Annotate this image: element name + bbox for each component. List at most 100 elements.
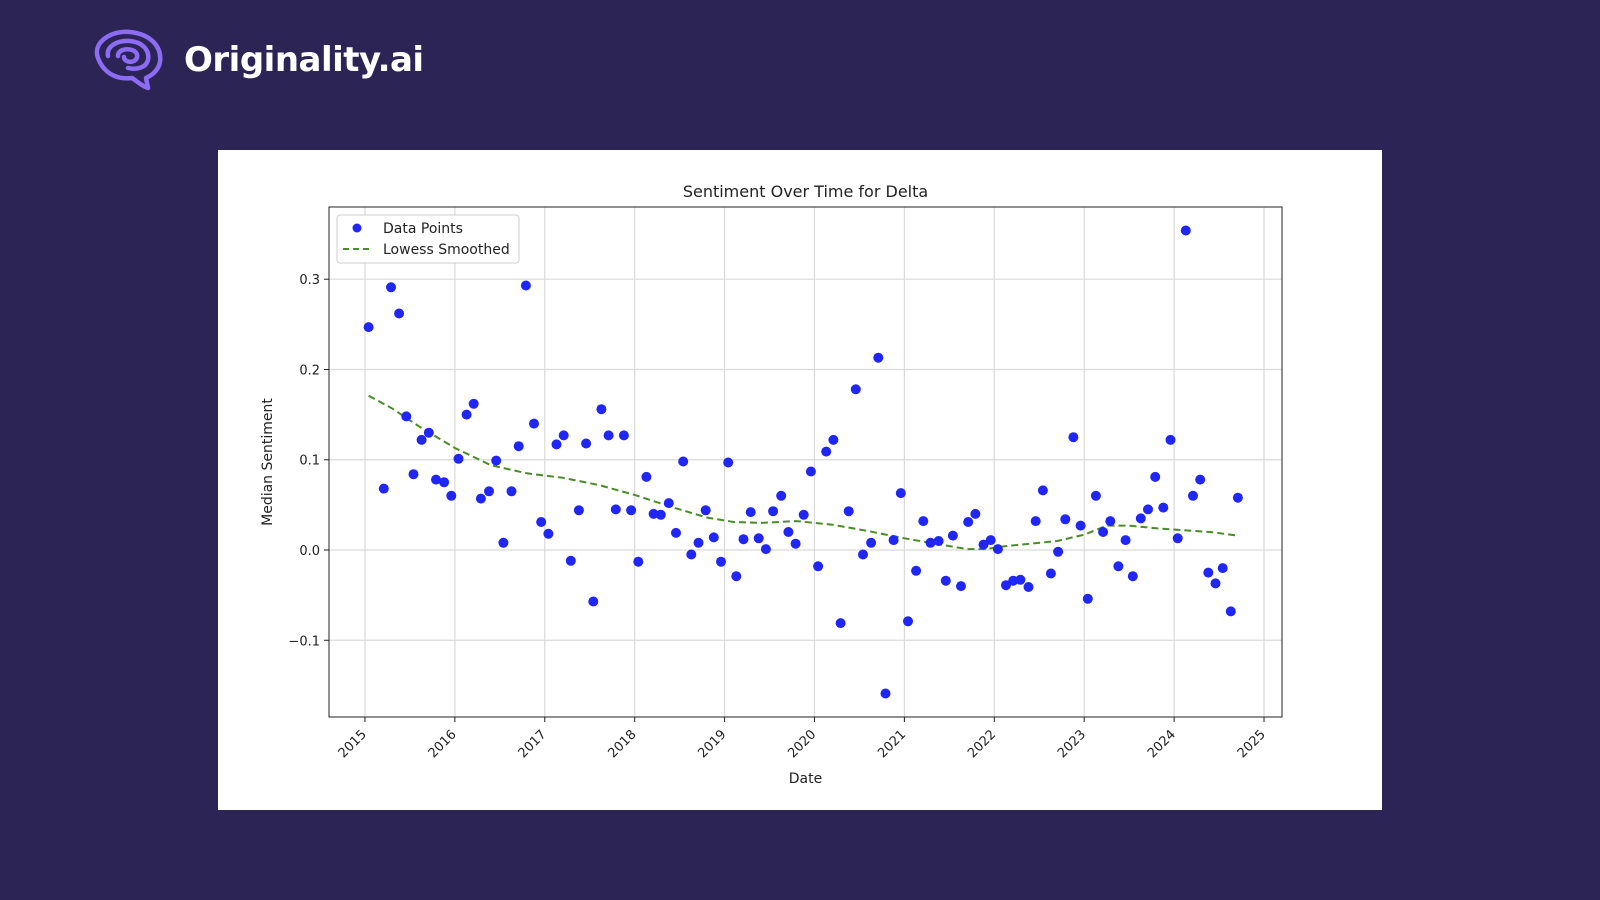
data-point (461, 409, 472, 420)
data-point (1045, 568, 1056, 579)
data-point (401, 411, 412, 422)
data-point (1090, 490, 1101, 501)
data-point (439, 477, 450, 488)
data-point (992, 544, 1003, 555)
data-point (970, 508, 981, 519)
data-point (1217, 563, 1228, 574)
data-point (513, 441, 524, 452)
data-point (745, 507, 756, 518)
data-point (828, 434, 839, 445)
brand-header: Originality.ai (90, 28, 424, 92)
y-tick-label: 0.0 (299, 544, 320, 559)
data-point (581, 438, 592, 449)
x-tick-label: 2019 (695, 727, 729, 761)
data-point (1172, 533, 1183, 544)
data-point (520, 280, 531, 291)
data-point (918, 516, 929, 527)
data-point (1210, 578, 1221, 589)
data-point (671, 527, 681, 538)
data-point (603, 430, 614, 441)
data-point (386, 282, 396, 293)
x-tick-label: 2021 (875, 727, 909, 761)
data-point (529, 418, 539, 429)
x-tick-label: 2023 (1055, 727, 1089, 761)
data-point (933, 536, 944, 546)
data-point (911, 565, 922, 576)
data-point (783, 527, 794, 537)
data-point (475, 493, 486, 504)
data-point (498, 537, 509, 548)
x-tick-label: 2018 (606, 727, 640, 761)
data-point (880, 688, 891, 699)
data-point (453, 453, 464, 464)
data-points-layer (363, 225, 1243, 699)
data-point (551, 439, 562, 450)
data-point (1015, 574, 1026, 585)
data-point (641, 471, 652, 482)
data-point (1150, 471, 1161, 482)
brand-name: Originality.ai (184, 40, 424, 80)
data-point (1120, 535, 1131, 546)
data-point (805, 466, 816, 477)
data-point (408, 469, 419, 480)
data-point (693, 537, 704, 548)
data-point (956, 581, 966, 592)
data-point (753, 533, 764, 544)
data-point (1225, 606, 1236, 617)
legend-label-data-points: Data Points (383, 221, 463, 237)
data-point (963, 517, 974, 527)
data-point (610, 504, 621, 515)
data-point (1127, 571, 1138, 582)
y-tick-label: 0.1 (299, 454, 320, 469)
data-point (468, 398, 479, 409)
data-point (1232, 492, 1243, 503)
data-point (947, 530, 958, 541)
data-point (821, 446, 832, 457)
data-point (978, 539, 989, 550)
data-point (1180, 225, 1191, 236)
data-point (536, 517, 547, 527)
data-point (678, 456, 689, 467)
data-point (873, 352, 884, 363)
data-point (633, 556, 644, 567)
data-point (565, 555, 576, 566)
x-tick-label: 2016 (426, 727, 460, 761)
lowess-smoothed-line (368, 394, 1239, 551)
data-point (1082, 593, 1093, 604)
data-point (491, 455, 502, 466)
data-point (1060, 514, 1071, 525)
data-point (940, 575, 951, 586)
data-point (850, 384, 861, 395)
data-point (1165, 434, 1176, 445)
data-point (790, 538, 801, 549)
data-point (985, 535, 996, 546)
data-point (895, 488, 906, 499)
data-point (888, 535, 899, 546)
data-point (813, 561, 824, 572)
data-point (1053, 546, 1064, 557)
data-point (363, 322, 374, 333)
data-point (858, 549, 868, 560)
grid-lines (329, 207, 1282, 717)
data-point (1158, 502, 1169, 513)
data-point (1188, 490, 1198, 501)
axis-ticks: 2015 2016 2017 2018 2019 2020 2021 2022 2023 2024… (288, 273, 1268, 761)
y-tick-label: 0.3 (299, 273, 320, 288)
chart-title: Sentiment Over Time for Delta (683, 182, 928, 201)
data-point (618, 430, 629, 441)
data-point (1143, 504, 1153, 515)
data-point (760, 544, 771, 555)
data-point (588, 596, 599, 607)
data-point (768, 506, 779, 517)
data-point (394, 308, 405, 319)
data-point (1068, 432, 1079, 443)
data-point (835, 618, 846, 629)
data-point (663, 498, 674, 509)
data-point (506, 486, 517, 497)
data-point (626, 505, 637, 516)
legend-label-lowess: Lowess Smoothed (383, 242, 510, 258)
y-axis-label: Median Sentiment (260, 398, 276, 526)
x-tick-label: 2022 (965, 727, 999, 761)
data-point (843, 506, 854, 517)
data-point (731, 571, 742, 582)
